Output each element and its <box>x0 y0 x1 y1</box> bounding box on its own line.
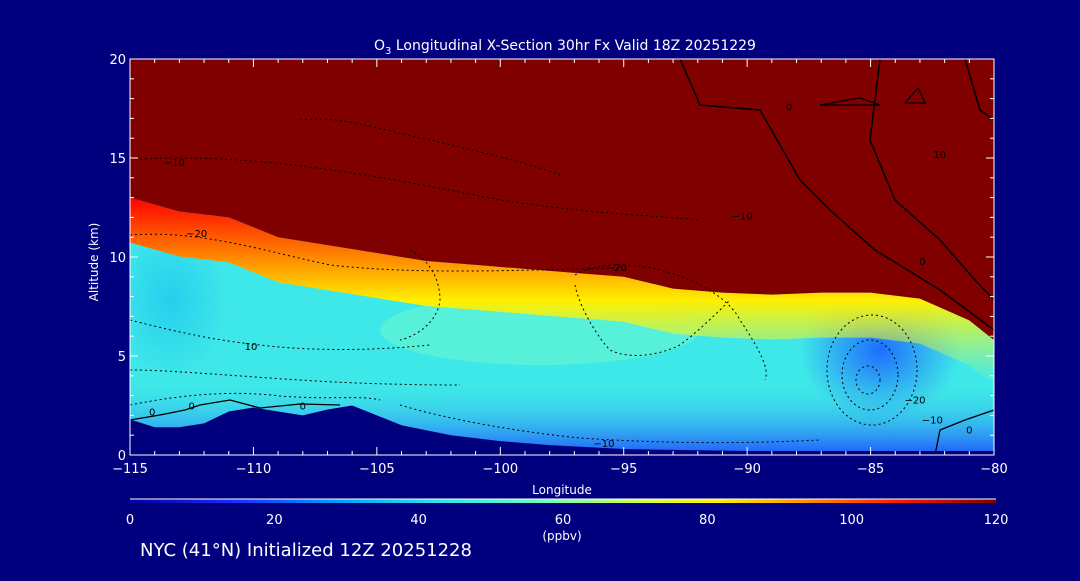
stratosphere-region <box>130 59 994 341</box>
colorbar-tick-label: 40 <box>410 513 427 528</box>
colorbar-tick-label: 80 <box>699 513 716 528</box>
contour-line <box>130 233 621 272</box>
y-tick-label: 5 <box>118 350 126 365</box>
contour-line <box>130 319 431 351</box>
y-axis-label: Altitude (km) <box>87 223 101 302</box>
contour-label: −20 <box>904 396 925 407</box>
colorbar-tick-label: 60 <box>555 513 572 528</box>
y-tick-label: 15 <box>109 152 126 167</box>
x-axis: −115 −110 −105 −100 −95 −90 −85 −80 <box>112 59 1008 477</box>
contour-line <box>819 97 881 106</box>
x-tick-label: −95 <box>610 462 637 477</box>
contour-line <box>841 339 899 411</box>
x-axis-label: Longitude <box>532 483 592 497</box>
contour-label: −10 <box>732 211 753 222</box>
y-tick-label: 0 <box>118 449 126 464</box>
contour-line <box>679 59 994 331</box>
contour-line <box>855 365 881 395</box>
x-tick-label: −100 <box>482 462 518 477</box>
x-tick-label: −115 <box>112 462 148 477</box>
contour-label: −20 <box>606 263 627 274</box>
contour-label: 0 <box>189 402 195 413</box>
colorbar <box>130 499 996 503</box>
contour-line <box>130 399 341 421</box>
contour-line <box>903 86 926 104</box>
tropopause-gradient-band <box>130 197 994 386</box>
footer-initialization-label: NYC (41°N) Initialized 12Z 20251228 <box>140 540 472 561</box>
contour-label: 0 <box>300 402 306 413</box>
contour-line <box>964 59 994 121</box>
contour-line <box>574 284 731 356</box>
contour-label: 0 <box>966 425 972 436</box>
contour-line <box>869 59 994 301</box>
x-tick-label: −105 <box>359 462 395 477</box>
contour-label: −10 <box>164 158 185 169</box>
contour-line <box>299 118 561 176</box>
contour-label: 10 <box>933 150 946 161</box>
contour-line <box>399 404 821 444</box>
contour-line <box>934 409 994 455</box>
x-tick-label: −90 <box>733 462 760 477</box>
colorbar-tick-label: 120 <box>984 513 1009 528</box>
contour-label: 0 <box>786 103 792 114</box>
x-tick-label: −110 <box>236 462 272 477</box>
y-tick-label: 20 <box>109 53 126 68</box>
colorbar-tick-label: 100 <box>839 513 864 528</box>
y-axis: 0 5 10 15 20 <box>109 53 994 464</box>
contour-label: 0 <box>149 407 155 418</box>
contour-label: −10 <box>593 439 614 450</box>
contour-lines <box>130 59 994 455</box>
contour-line <box>826 314 918 426</box>
colorbar-unit-label: (ppbv) <box>542 529 581 543</box>
colorbar-tick-label: 0 <box>126 513 134 528</box>
chart-title: O3 Longitudinal X-Section 30hr Fx Valid … <box>374 38 756 57</box>
colorbar-ticks: 0 20 40 60 80 100 120 <box>126 513 1009 528</box>
x-tick-label: −80 <box>980 462 1007 477</box>
colorbar-tick-label: 20 <box>266 513 283 528</box>
contour-labels: −10 −20 −10 −20 0 10 0 10 0 0 0 −10 −20 −10 0 <box>149 103 972 451</box>
contour-label: −10 <box>922 415 943 426</box>
contour-line <box>399 249 441 341</box>
contour-label: 0 <box>919 257 925 268</box>
contour-label: −20 <box>186 229 207 240</box>
x-tick-label: −85 <box>857 462 884 477</box>
contour-label: 10 <box>245 342 258 353</box>
terrain <box>130 405 994 455</box>
contour-line <box>130 392 381 406</box>
plot-area: −10 −20 −10 −20 0 10 0 10 0 0 0 −10 −20 −10 0 <box>130 59 994 455</box>
low-ozone-region-west <box>130 220 230 380</box>
y-tick-label: 10 <box>109 251 126 266</box>
contour-line <box>130 369 461 386</box>
contour-line <box>130 157 701 221</box>
